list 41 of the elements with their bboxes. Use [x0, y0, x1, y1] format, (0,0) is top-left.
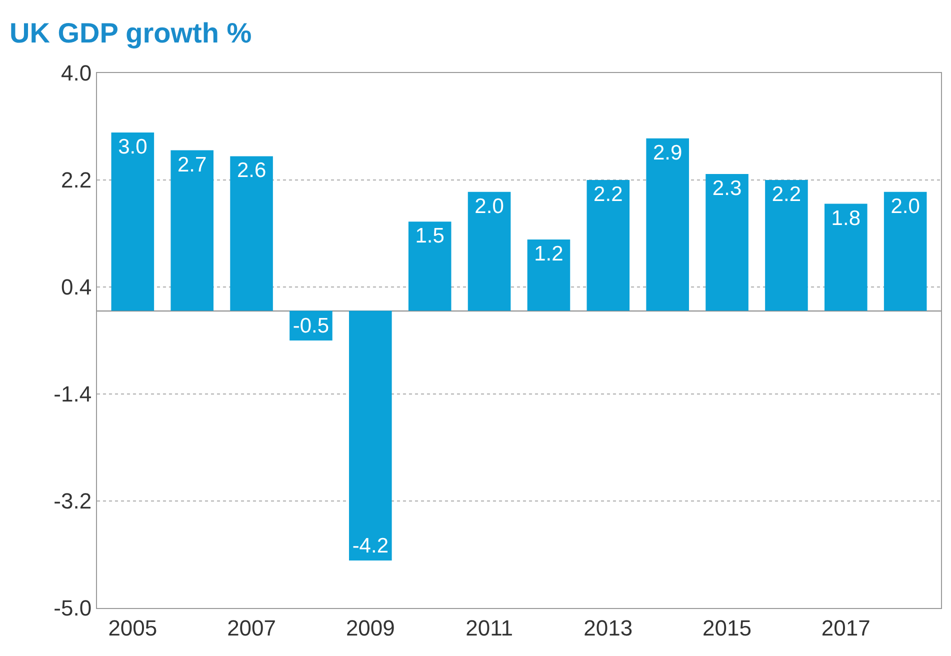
data-label: 2.3 [712, 177, 742, 200]
y-tick-label: 2.2 [61, 168, 92, 193]
data-label: 1.8 [831, 206, 860, 230]
bar [824, 204, 868, 311]
bar [468, 192, 511, 311]
x-tick-label: 2011 [466, 615, 513, 640]
data-label: 2.0 [890, 194, 920, 218]
x-tick-label: 2009 [346, 615, 395, 640]
y-tick-label: 0.4 [61, 274, 92, 300]
data-label: -0.5 [292, 314, 330, 338]
bar [586, 180, 630, 311]
bar [706, 174, 748, 311]
x-tick-label: 2017 [821, 615, 870, 640]
data-label: 1.2 [534, 242, 564, 266]
bar [230, 156, 273, 311]
data-label: 3.0 [118, 135, 148, 158]
y-tick-label: 4.0 [61, 60, 92, 86]
data-label: 2.9 [652, 141, 682, 164]
bar [765, 180, 808, 311]
bar [349, 310, 392, 560]
data-label: 2.6 [236, 159, 266, 182]
bar [646, 138, 689, 311]
bar [111, 132, 154, 311]
x-tick-label: 2013 [584, 615, 633, 640]
data-label: 2.7 [178, 153, 207, 176]
data-label: 2.0 [474, 194, 504, 218]
x-tick-label: 2007 [227, 615, 276, 640]
bar [527, 239, 570, 311]
x-tick-label: 2015 [702, 615, 752, 640]
y-tick-label: -1.4 [54, 382, 92, 407]
data-label: 2.2 [772, 183, 802, 206]
bar [408, 222, 452, 311]
chart-title: UK GDP growth % [10, 18, 252, 49]
data-label: 2.2 [594, 183, 623, 206]
bar [170, 150, 214, 311]
data-label: -4.2 [352, 534, 389, 558]
bar [884, 192, 927, 311]
y-tick-label: -3.2 [54, 488, 92, 514]
x-tick-label: 2005 [108, 615, 158, 640]
data-label: 1.5 [415, 224, 444, 248]
y-tick-label: -5.0 [54, 596, 92, 621]
